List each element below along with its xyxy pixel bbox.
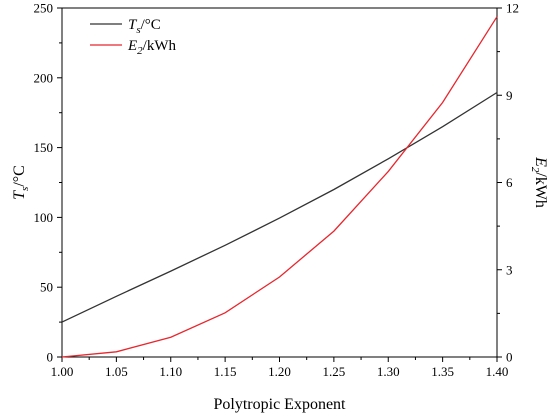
y-right-tick-label: 12 — [506, 1, 519, 16]
y-left-title-main: T — [11, 190, 28, 200]
x-tick-label: 1.25 — [323, 364, 346, 379]
series-line-ts — [61, 91, 498, 323]
x-tick-label: 1.20 — [268, 364, 291, 379]
y-axis-left-title: Ts/°C — [11, 165, 31, 200]
x-tick-label: 1.30 — [377, 364, 400, 379]
legend: Ts/°C E2/kWh — [90, 17, 176, 57]
y-left-tick-label: 250 — [34, 1, 54, 16]
y-left-title-sub: s — [19, 187, 31, 191]
y-axis-right: 0 3 6 9 12 — [497, 1, 519, 365]
y-left-tick-label: 150 — [34, 140, 54, 155]
plot-frame — [61, 7, 498, 358]
y-axis-left: 0 50 100 150 200 250 — [34, 1, 62, 365]
x-tick-label: 1.00 — [51, 364, 74, 379]
y-right-title-rest: /kWh — [532, 172, 549, 208]
y-left-title-rest: /°C — [11, 165, 28, 187]
x-tick-label: 1.35 — [431, 364, 454, 379]
series-layer — [61, 16, 498, 358]
y-right-tick-label: 3 — [506, 262, 513, 277]
x-tick-label: 1.05 — [105, 364, 128, 379]
y-left-tick-label: 0 — [47, 350, 54, 365]
legend-label: E2/kWh — [127, 38, 176, 57]
y-right-tick-label: 0 — [506, 350, 513, 365]
y-left-tick-label: 50 — [40, 280, 53, 295]
y-left-tick-label: 200 — [34, 70, 54, 85]
x-tick-label: 1.15 — [214, 364, 237, 379]
series-line-e2 — [61, 16, 498, 358]
legend-label: Ts/°C — [128, 17, 161, 36]
y-left-tick-label: 100 — [34, 210, 54, 225]
x-tick-label: 1.10 — [159, 364, 182, 379]
y-right-tick-label: 9 — [506, 88, 513, 103]
x-axis-title: Polytropic Exponent — [214, 396, 347, 413]
y-right-title-sub: 2 — [529, 167, 541, 173]
y-right-title-main: E — [532, 156, 549, 167]
y-right-tick-label: 6 — [506, 175, 513, 190]
y-axis-right-title: E2/kWh — [529, 156, 549, 208]
x-axis: 1.00 1.05 1.10 1.15 1.20 1.25 1.30 1.35 1.40 — [51, 357, 509, 379]
plot-border — [61, 7, 498, 358]
x-tick-label: 1.40 — [486, 364, 509, 379]
